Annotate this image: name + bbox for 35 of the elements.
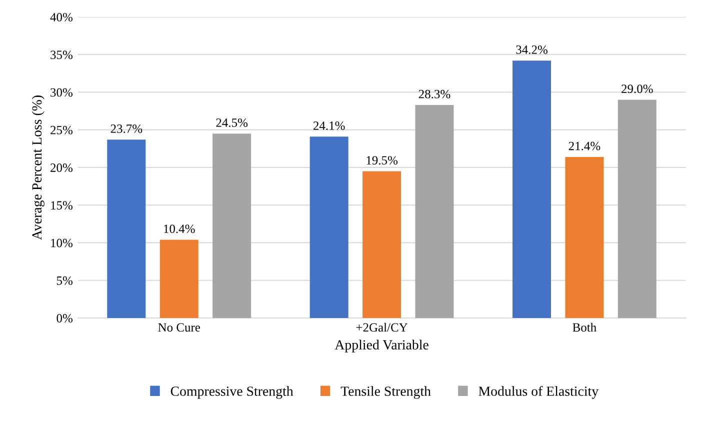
data-label: 29.0%	[622, 84, 653, 94]
bar	[160, 240, 198, 318]
data-label: 21.4%	[568, 142, 600, 150]
x-tick-label: Both	[572, 322, 596, 332]
bar	[310, 136, 348, 318]
bar	[415, 105, 454, 318]
x-tick-label: +2Gal/CY	[356, 322, 408, 332]
y-tick-label: 30%	[50, 88, 72, 97]
data-label: 19.5%	[366, 156, 398, 165]
bar	[512, 60, 552, 318]
data-label: 23.7%	[110, 124, 142, 133]
y-tick-label: 35%	[50, 50, 72, 60]
bar	[565, 156, 604, 318]
legend-label: Modulus of Elasticity	[478, 386, 599, 399]
y-axis-title: Average Percent Loss (%)	[32, 96, 44, 240]
data-label: 24.1%	[313, 121, 345, 130]
x-tick-label: No Cure	[158, 323, 200, 332]
bar	[362, 171, 402, 318]
y-tick-label: 20%	[50, 164, 72, 172]
y-tick-label: 5%	[56, 276, 72, 285]
x-axis-title: Applied Variable	[334, 340, 428, 352]
legend-label: Tensile Strength	[340, 386, 431, 399]
y-tick-label: 40%	[50, 12, 72, 22]
y-tick-label: 25%	[50, 126, 72, 134]
bar	[618, 100, 656, 318]
data-label: 34.2%	[516, 45, 548, 54]
bar	[212, 134, 252, 318]
legend-label: Compressive Strength	[170, 386, 294, 399]
y-tick-label: 10%	[51, 238, 72, 248]
data-label: 24.5%	[216, 118, 248, 127]
y-tick-label: 0%	[56, 314, 72, 322]
y-tick-label: 15%	[51, 201, 72, 210]
bar	[107, 140, 146, 318]
data-label: 10.4%	[164, 224, 195, 234]
data-label: 28.3%	[418, 90, 450, 98]
